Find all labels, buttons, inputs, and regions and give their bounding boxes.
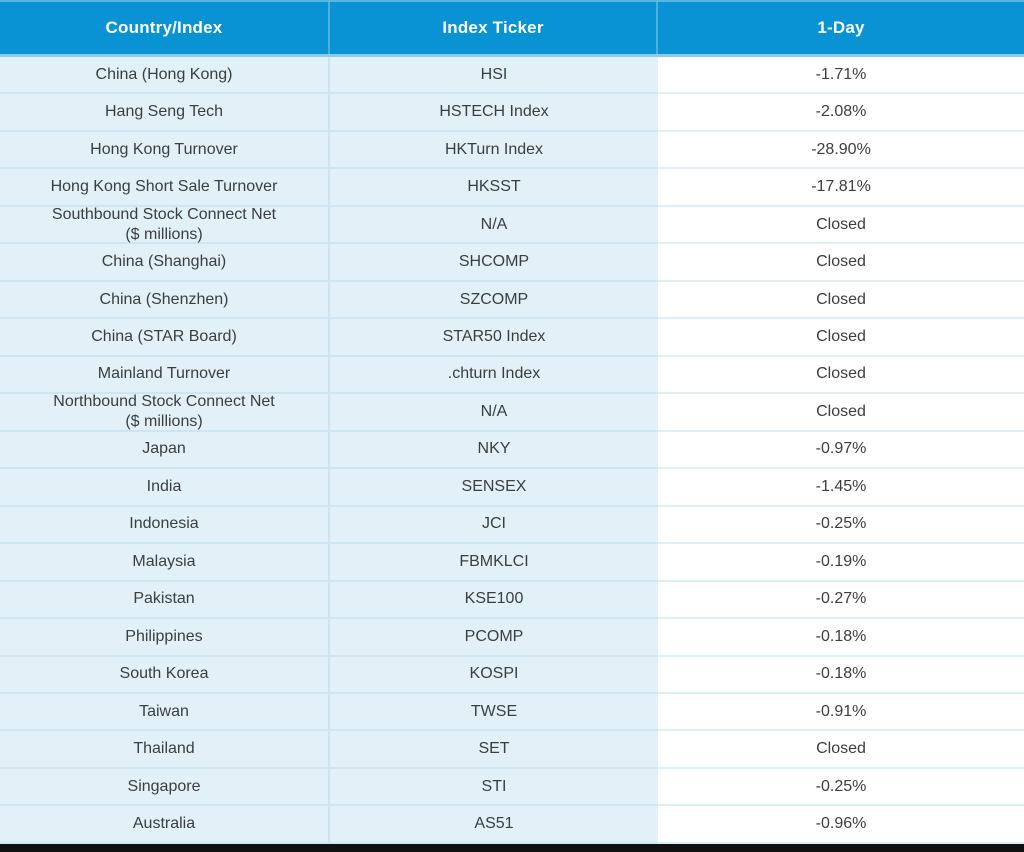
table-row: Hong Kong Short Sale Turnover HKSST -17.…	[0, 169, 1024, 207]
one-day-change-cell: Closed	[658, 319, 1024, 357]
country-cell: Hang Seng Tech	[0, 94, 330, 132]
one-day-change-cell: -0.97%	[658, 431, 1024, 470]
ticker-cell: SHCOMP	[330, 244, 658, 282]
country-cell: South Korea	[0, 656, 330, 694]
ticker-cell: STI	[330, 768, 658, 807]
table-row: Hong Kong Turnover HKTurn Index -28.90%	[0, 131, 1024, 170]
ticker-cell: TWSE	[330, 693, 658, 732]
table-row: Northbound Stock Connect Net ($ millions…	[0, 393, 1024, 432]
one-day-change-cell: -0.18%	[658, 619, 1024, 657]
one-day-change-cell: Closed	[658, 281, 1024, 320]
table-row: Australia AS51 -0.96%	[0, 806, 1024, 844]
ticker-cell: STAR50 Index	[330, 319, 658, 357]
table-row: South Korea KOSPI -0.18%	[0, 656, 1024, 694]
ticker-cell: SET	[330, 731, 658, 769]
table-row: Pakistan KSE100 -0.27%	[0, 581, 1024, 620]
ticker-cell: SENSEX	[330, 469, 658, 507]
ticker-cell: HKTurn Index	[330, 131, 658, 170]
table-row: Indonesia JCI -0.25%	[0, 506, 1024, 545]
one-day-change-cell: -0.96%	[658, 806, 1024, 844]
country-cell: China (Shenzhen)	[0, 281, 330, 320]
country-cell: Southbound Stock Connect Net ($ millions…	[0, 206, 330, 245]
one-day-change-cell: -1.45%	[658, 469, 1024, 507]
column-header-country-index: Country/Index	[0, 2, 330, 54]
column-header-index-ticker: Index Ticker	[330, 2, 658, 54]
country-cell: Hong Kong Turnover	[0, 131, 330, 170]
country-cell: China (Shanghai)	[0, 244, 330, 282]
country-cell: Australia	[0, 806, 330, 844]
bottom-border-bar	[0, 844, 1024, 852]
ticker-cell: KSE100	[330, 581, 658, 620]
table-row: China (Shanghai) SHCOMP Closed	[0, 244, 1024, 282]
ticker-cell: SZCOMP	[330, 281, 658, 320]
table-row: India SENSEX -1.45%	[0, 469, 1024, 507]
ticker-cell: HKSST	[330, 169, 658, 207]
ticker-cell: AS51	[330, 806, 658, 844]
one-day-change-cell: -0.19%	[658, 544, 1024, 582]
one-day-change-cell: -0.18%	[658, 656, 1024, 694]
table-row: China (STAR Board) STAR50 Index Closed	[0, 319, 1024, 357]
one-day-change-cell: -17.81%	[658, 169, 1024, 207]
country-cell: China (STAR Board)	[0, 319, 330, 357]
country-cell: Philippines	[0, 619, 330, 657]
country-cell: Hong Kong Short Sale Turnover	[0, 169, 330, 207]
country-cell: Singapore	[0, 768, 330, 807]
ticker-cell: HSI	[330, 57, 658, 95]
column-header-1-day: 1-Day	[817, 18, 865, 37]
one-day-change-cell: -0.91%	[658, 693, 1024, 732]
one-day-change-cell: -2.08%	[658, 94, 1024, 132]
one-day-change-cell: Closed	[658, 394, 1024, 432]
one-day-change-cell: Closed	[658, 244, 1024, 282]
ticker-cell: N/A	[330, 206, 658, 245]
one-day-change-cell: -0.25%	[658, 768, 1024, 807]
country-cell: Japan	[0, 431, 330, 470]
country-cell: Mainland Turnover	[0, 356, 330, 395]
table-row: Hang Seng Tech HSTECH Index -2.08%	[0, 94, 1024, 132]
country-cell: Thailand	[0, 731, 330, 769]
one-day-change-cell: -1.71%	[658, 57, 1024, 95]
table-row: Japan NKY -0.97%	[0, 431, 1024, 470]
country-cell: China (Hong Kong)	[0, 57, 330, 95]
table-row: China (Hong Kong) HSI -1.71%	[0, 57, 1024, 95]
country-cell: Pakistan	[0, 581, 330, 620]
country-cell: Northbound Stock Connect Net ($ millions…	[0, 393, 330, 432]
table-body: China (Hong Kong) HSI -1.71% Hang Seng T…	[0, 57, 1024, 844]
ticker-cell: N/A	[330, 394, 658, 432]
table-row: Singapore STI -0.25%	[0, 768, 1024, 807]
table-row: Taiwan TWSE -0.91%	[0, 693, 1024, 732]
one-day-change-cell: -0.27%	[658, 581, 1024, 620]
country-cell: Taiwan	[0, 693, 330, 732]
country-cell: Indonesia	[0, 506, 330, 545]
ticker-cell: NKY	[330, 431, 658, 470]
table-row: Mainland Turnover .chturn Index Closed	[0, 356, 1024, 395]
table-row: Thailand SET Closed	[0, 731, 1024, 769]
country-cell: Malaysia	[0, 544, 330, 582]
country-cell: India	[0, 469, 330, 507]
table-row: China (Shenzhen) SZCOMP Closed	[0, 281, 1024, 320]
ticker-cell: JCI	[330, 506, 658, 545]
one-day-change-cell: Closed	[658, 731, 1024, 769]
one-day-change-cell: -0.25%	[658, 506, 1024, 545]
table-row: Southbound Stock Connect Net ($ millions…	[0, 206, 1024, 245]
ticker-cell: FBMKLCI	[330, 544, 658, 582]
table-header-row: Country/Index Index Ticker 1-Day	[0, 0, 1024, 57]
table-row: Malaysia FBMKLCI -0.19%	[0, 544, 1024, 582]
ticker-cell: PCOMP	[330, 619, 658, 657]
table-row: Philippines PCOMP -0.18%	[0, 619, 1024, 657]
ticker-cell: .chturn Index	[330, 356, 658, 395]
ticker-cell: KOSPI	[330, 656, 658, 694]
one-day-change-cell: -28.90%	[658, 131, 1024, 170]
ticker-cell: HSTECH Index	[330, 94, 658, 132]
one-day-change-cell: Closed	[658, 206, 1024, 245]
one-day-change-cell: Closed	[658, 356, 1024, 395]
